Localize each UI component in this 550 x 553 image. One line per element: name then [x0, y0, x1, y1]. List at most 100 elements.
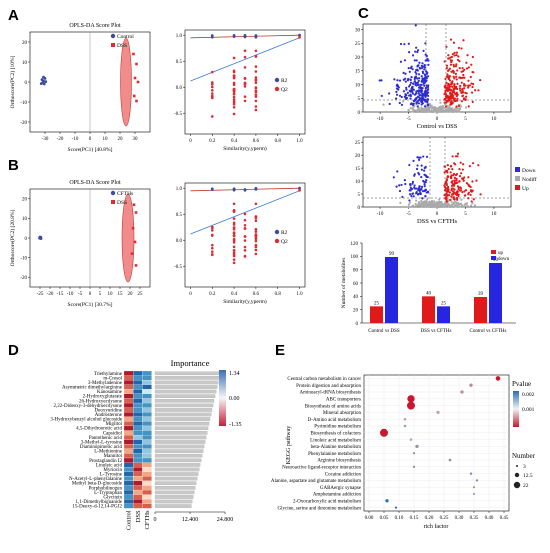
b2-legend-r2: R2	[281, 230, 288, 236]
A2-q2-point	[254, 70, 258, 73]
d-importance-bar	[154, 499, 193, 504]
e-pathway-label: Neuroactive ligand-receptor interaction	[282, 466, 361, 471]
A2-q2-point	[210, 85, 214, 89]
e-legend-pvalue-tick-0: 0.002	[522, 392, 535, 398]
C1-down-point	[402, 71, 405, 74]
C1-down-point	[400, 103, 404, 106]
B1-xtick-label: -20	[47, 292, 54, 297]
C1-xtick-label: -10	[377, 117, 384, 122]
d-heat-cell	[142, 398, 152, 404]
C1-down-point	[417, 102, 421, 105]
c3-category-label: Control vs DSS	[368, 329, 400, 334]
C2-up-point	[456, 152, 460, 155]
d-heat-cell	[123, 393, 134, 399]
C1-down-point	[417, 73, 421, 76]
B2-q2-point	[210, 250, 214, 253]
C1-up-point	[451, 90, 454, 93]
B2-q2-point	[232, 202, 236, 206]
C2-nodiff-point	[459, 202, 463, 205]
C1-xtick-label: 0	[436, 117, 439, 122]
A2-q2-point	[254, 86, 258, 90]
d-importance-bar	[154, 431, 208, 435]
C2-nodiff-point	[425, 200, 428, 203]
d-heat-cell	[123, 439, 134, 445]
C2-down-point	[415, 187, 418, 190]
C2-nodiff-point	[458, 205, 461, 208]
b1-xlabel: Score(PC1) [30.7%]	[68, 301, 113, 308]
d-heat-cell	[133, 402, 143, 408]
d-cb-mid: 0.00	[229, 396, 240, 402]
C2-up-point	[446, 171, 449, 174]
d-heat-cell	[142, 503, 152, 509]
A2-q2-point	[254, 49, 258, 53]
e-pathway-bubble	[473, 486, 475, 489]
B1-point-dss	[134, 264, 138, 267]
d-row-label: Prostaglandin I2	[89, 459, 122, 464]
C1-nodiff-point	[456, 107, 459, 110]
d-heat-cell	[123, 444, 134, 449]
C1-down-point	[405, 96, 409, 100]
d-heat-cell	[142, 453, 152, 459]
C1-down-point	[388, 92, 391, 95]
a1-xlabel: Score(PC1) [40.8%]	[68, 146, 113, 153]
A1-xtick-label: 30	[133, 137, 139, 142]
A2-r2-point	[254, 35, 258, 39]
C2-up-point	[454, 155, 458, 158]
C1-ytick-label: 25	[355, 42, 361, 47]
C2-nodiff-point	[464, 202, 467, 205]
C1-down-point	[411, 103, 415, 106]
d-row-label: 2,22-Dideoxy-3-dehydroecdysone	[54, 404, 123, 409]
C1-up-point	[443, 93, 446, 96]
C1-nodiff-point	[455, 109, 458, 112]
d-title: Importance	[171, 358, 210, 368]
c3-legend-down-marker	[491, 256, 496, 260]
d-importance-bar	[154, 467, 200, 472]
B2-q2-point	[232, 245, 236, 249]
C1-down-point	[409, 81, 413, 84]
a2-legend-q2: Q2	[281, 87, 288, 93]
B2-r2-point	[243, 188, 247, 192]
C1-down-point	[418, 61, 421, 64]
d-importance-bar	[154, 504, 192, 508]
C2-down-point	[424, 174, 427, 177]
C1-up-point	[453, 77, 456, 80]
e-pathway-label: beta-Alanine metabolism	[311, 445, 362, 450]
volcano-control-vs-dss: -10 -5 0 5 10 0 5 10 15 20 25 30 Control vs DSS	[355, 23, 512, 130]
C2-up-point	[444, 193, 447, 196]
C2-up-point	[469, 189, 473, 192]
C1-down-point	[399, 42, 403, 46]
C2-down-point	[415, 192, 418, 195]
C2-up-point	[464, 189, 468, 192]
C1-up-point	[459, 89, 462, 92]
B2-ytick-label: -0.5	[174, 265, 182, 270]
C1-up-point	[463, 87, 466, 90]
d-importance-bar	[154, 417, 211, 421]
C2-xtick-label: 0	[436, 212, 439, 217]
a2-xlabel: Similarity(y,yperm)	[223, 145, 267, 152]
e-legend-pvalue-title: Pvalue	[512, 380, 531, 388]
C2-down-point	[418, 186, 421, 189]
d-heat-cell	[133, 393, 143, 399]
C1-up-point	[467, 66, 470, 69]
C2-up-point	[459, 161, 462, 164]
d-row-label: Androsterone	[95, 413, 123, 418]
C1-up-point	[454, 72, 457, 75]
d-row-label: Pantothenic acid	[89, 436, 123, 441]
B2-r2-point	[254, 186, 258, 190]
C1-nodiff-point	[449, 107, 452, 110]
C2-nodiff-point	[437, 201, 440, 204]
C1-down-point	[414, 77, 417, 80]
d-row-label: Mannitol	[104, 454, 123, 459]
A1-ytick-label: 0	[25, 81, 28, 86]
d-heat-cell	[133, 448, 143, 454]
C1-nodiff-point	[439, 101, 442, 104]
C1-up-point	[479, 79, 482, 82]
C2-down-point	[423, 182, 426, 186]
d-heat-cell	[142, 485, 152, 491]
e-pathway-bubble	[469, 383, 473, 387]
B1-xtick-label: 25	[138, 292, 144, 297]
c3-ylabel: Number of metabolites	[340, 258, 347, 309]
e-pathway-bubble	[407, 401, 415, 410]
C2-nodiff-point	[453, 204, 457, 207]
C1-down-point	[408, 50, 411, 54]
